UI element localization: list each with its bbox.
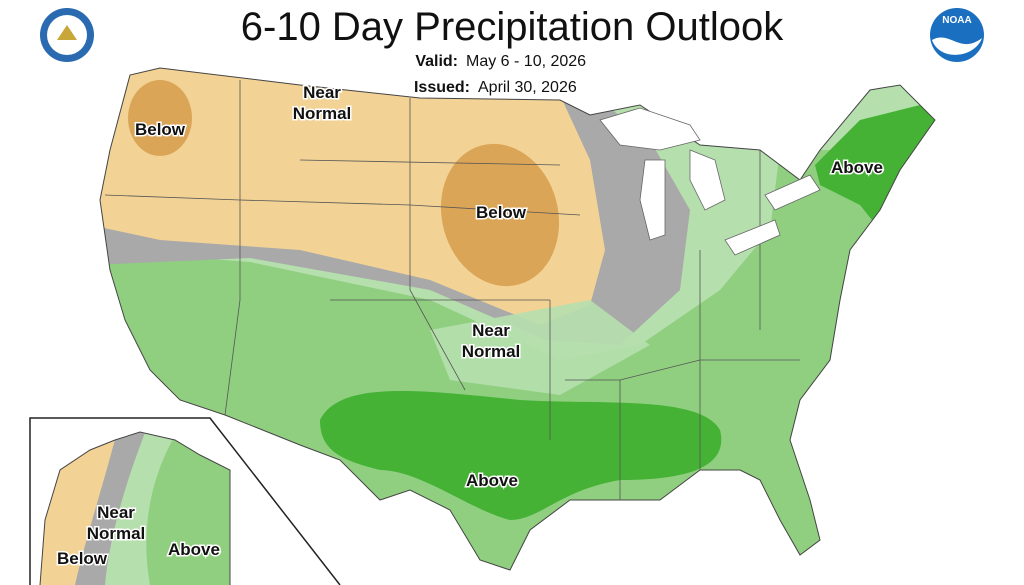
region-label: Above (831, 158, 883, 177)
noaa-logo: NOAA (930, 8, 984, 62)
valid-value: May 6 - 10, 2026 (466, 53, 586, 70)
commerce-seal (40, 8, 94, 62)
noaa-text: NOAA (942, 15, 971, 26)
region-label: Near (303, 83, 341, 102)
great-lakes (599, 107, 821, 256)
region-label: Normal (462, 342, 521, 361)
map-labels: Below Near Normal Below Above Near Normal Above… (55, 82, 884, 570)
valid-label: Valid: (415, 53, 458, 70)
title: 6-10 Day Precipitation Outlook (241, 5, 785, 49)
region-label: Normal (87, 524, 146, 543)
region-label: Near (472, 321, 510, 340)
issued-label: Issued: (414, 79, 470, 96)
region-label: Below (476, 203, 527, 222)
region-label: Normal (293, 104, 352, 123)
us-border (99, 67, 936, 571)
region-label: Near (97, 503, 135, 522)
alaska-inset (29, 417, 341, 585)
region-label: Below (135, 120, 186, 139)
issued-value: April 30, 2026 (478, 79, 577, 96)
region-label: Above (168, 540, 220, 559)
region-label: Above (466, 471, 518, 490)
region-label: Below (57, 549, 108, 568)
